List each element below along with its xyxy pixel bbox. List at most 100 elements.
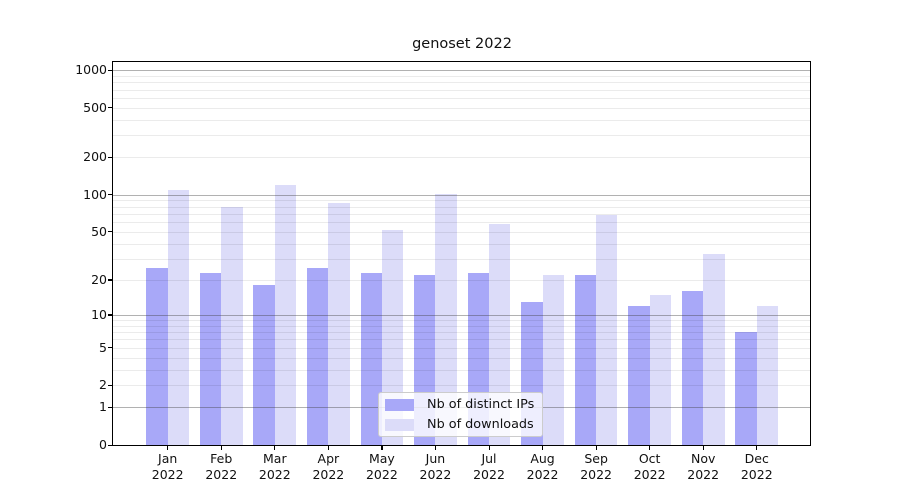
grid-line-major (113, 314, 811, 316)
grid-line-minor (113, 339, 811, 341)
x-tick-mark (381, 445, 383, 450)
grid-line-minor (113, 243, 811, 245)
bar-downloads (649, 294, 672, 445)
grid-line-minor (113, 119, 811, 121)
bar-distinct-ips (360, 272, 382, 445)
grid-line-minor (113, 369, 811, 371)
legend-swatch-downloads (385, 418, 414, 431)
grid-line-minor (113, 385, 811, 387)
axis-spine-right (810, 61, 812, 446)
y-tick-label: 200 (83, 149, 107, 165)
x-tick-label: Nov 2022 (687, 451, 720, 482)
chart-title: genoset 2022 (412, 36, 512, 52)
y-tick-mark (108, 444, 113, 446)
bar-distinct-ips (735, 332, 757, 445)
y-tick-label: 5 (99, 339, 107, 355)
y-tick-mark (108, 69, 113, 71)
y-tick-mark (108, 194, 113, 196)
x-tick-mark (595, 445, 597, 450)
bar-downloads (756, 305, 779, 445)
grid-line-minor (113, 76, 811, 77)
y-tick-mark (108, 347, 113, 349)
legend-item: Nb of downloads (385, 416, 534, 433)
x-tick-label: May 2022 (365, 451, 398, 482)
grid-line-minor (113, 325, 811, 327)
plot-area (113, 61, 811, 445)
x-tick-label: Apr 2022 (312, 451, 345, 482)
bar-distinct-ips (199, 272, 222, 445)
axis-spine-bottom (112, 445, 811, 447)
axis-spine-top (112, 61, 811, 63)
x-tick-mark (327, 445, 330, 450)
y-tick-mark (108, 156, 113, 159)
x-tick-label: Oct 2022 (633, 451, 666, 482)
y-tick-mark (108, 279, 113, 281)
bar-distinct-ips (681, 291, 704, 445)
grid-line-major (113, 194, 811, 196)
y-tick-label: 1000 (75, 62, 107, 78)
x-tick-label: Dec 2022 (740, 451, 773, 482)
bar-downloads (167, 189, 190, 445)
x-tick-label: Mar 2022 (258, 451, 291, 482)
y-tick-mark (108, 231, 113, 233)
grid-line-minor (113, 97, 811, 99)
grid-line-minor (113, 213, 811, 215)
bar-distinct-ips (253, 285, 275, 445)
x-tick-mark (434, 445, 437, 450)
grid-line-minor (113, 82, 811, 84)
y-tick-mark (108, 406, 113, 409)
grid-line-minor (113, 200, 811, 202)
bar-distinct-ips (628, 305, 650, 445)
grid-line-minor (113, 332, 811, 334)
x-tick-label: Jul 2022 (473, 451, 505, 482)
bar-downloads (703, 253, 725, 445)
legend-item: Nb of distinct IPs (385, 396, 534, 413)
grid-line-minor (113, 347, 811, 349)
bar-downloads (435, 193, 457, 445)
bar-downloads (596, 215, 618, 445)
bar-downloads (328, 203, 350, 445)
x-tick-mark (702, 445, 704, 450)
x-tick-label: Jan 2022 (151, 451, 184, 482)
bar-distinct-ips (306, 268, 329, 445)
grid-line-minor (113, 320, 811, 322)
bar-downloads (274, 184, 297, 445)
grid-line-minor (113, 135, 811, 137)
y-tick-label: 100 (83, 186, 107, 202)
y-tick-label: 50 (91, 223, 107, 239)
grid-line-minor (113, 258, 811, 260)
bar-downloads (489, 223, 511, 445)
y-tick-mark (108, 107, 113, 109)
legend-swatch-distinct-ips (385, 398, 414, 411)
bar-downloads (542, 274, 564, 445)
x-tick-mark (756, 445, 758, 450)
grid-line-major (113, 70, 811, 72)
x-tick-mark (274, 445, 276, 450)
y-tick-label: 500 (83, 99, 107, 115)
x-tick-mark (488, 445, 490, 450)
grid-line-minor (113, 279, 811, 281)
grid-line-minor (113, 357, 811, 359)
x-tick-mark (167, 445, 169, 450)
x-tick-label: Sep 2022 (580, 451, 612, 482)
bar-distinct-ips (146, 268, 168, 445)
x-tick-mark (542, 445, 544, 450)
x-tick-label: Feb 2022 (205, 451, 238, 482)
x-tick-label: Jun 2022 (419, 451, 452, 482)
y-tick-label: 10 (91, 306, 107, 322)
y-tick-label: 20 (91, 271, 107, 287)
x-tick-mark (649, 445, 651, 450)
x-tick-label: Aug 2022 (526, 451, 559, 482)
grid-line-minor (113, 157, 811, 159)
grid-line-minor (113, 231, 811, 233)
axis-spine-left (112, 61, 114, 446)
bar-distinct-ips (574, 274, 597, 445)
legend-label: Nb of downloads (427, 417, 534, 432)
legend: Nb of distinct IPs Nb of downloads (378, 392, 543, 437)
y-tick-label: 1 (99, 399, 107, 415)
grid-line-minor (113, 89, 811, 91)
bar-downloads (381, 229, 404, 445)
y-tick-label: 0 (99, 437, 107, 452)
y-tick-label: 2 (99, 377, 107, 393)
